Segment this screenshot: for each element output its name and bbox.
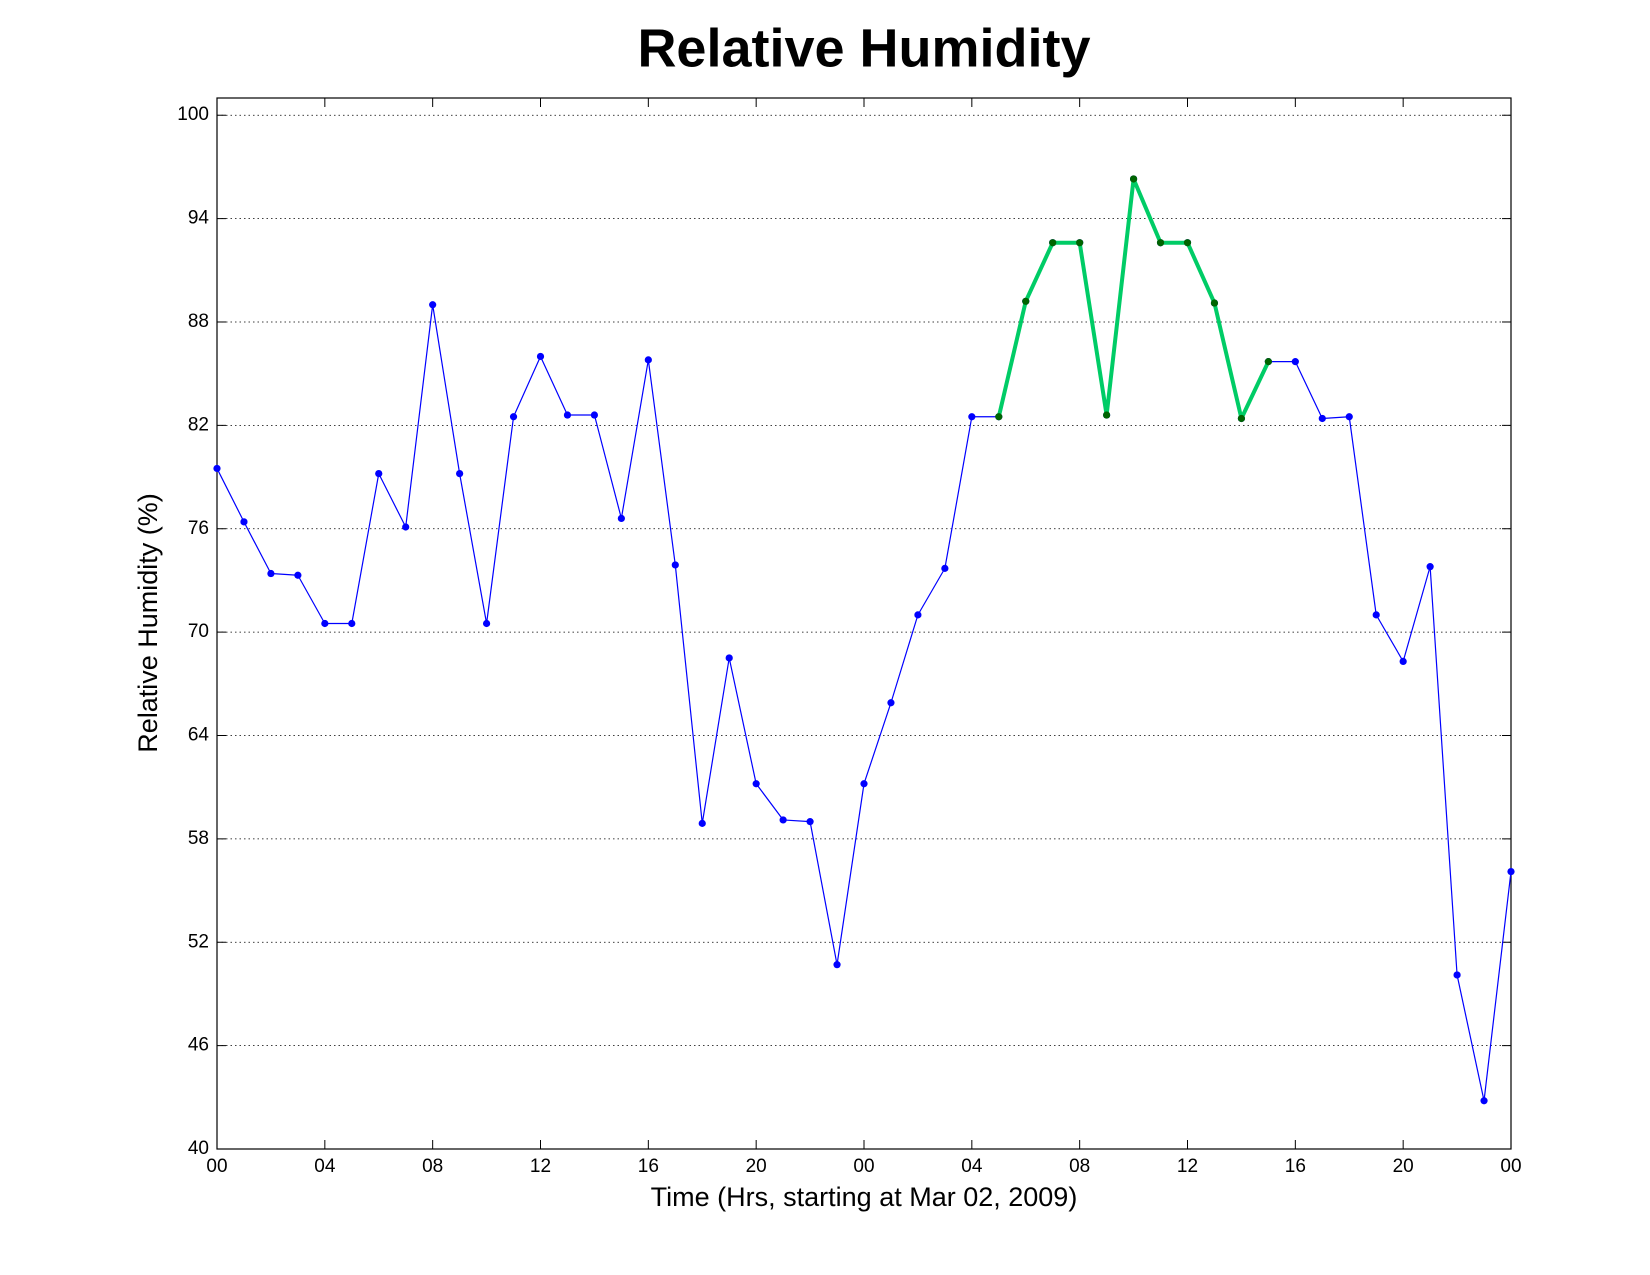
data-point: [213, 464, 221, 473]
data-point: [833, 961, 841, 969]
data-point: [1076, 239, 1084, 247]
data-point: [941, 564, 949, 572]
chart-title: Relative Humidity: [637, 18, 1090, 78]
data-point: [456, 470, 464, 478]
data-point: [1103, 411, 1111, 419]
x-tick-label: 00: [853, 1156, 874, 1177]
y-tick-label: 40: [188, 1138, 209, 1159]
data-point: [1183, 239, 1192, 247]
data-point: [617, 514, 625, 523]
y-tick-label: 100: [177, 104, 209, 125]
x-tick-label: 04: [314, 1156, 336, 1177]
data-point: [1345, 413, 1353, 421]
data-point: [482, 619, 491, 628]
x-tick-label: 00: [1500, 1156, 1521, 1177]
y-tick-label: 76: [188, 518, 209, 539]
data-point: [968, 413, 976, 421]
data-point: [429, 301, 437, 309]
y-tick-label: 52: [188, 931, 209, 952]
data-point: [1480, 1097, 1488, 1105]
data-point: [1318, 414, 1326, 423]
data-point: [752, 780, 760, 788]
data-point: [1210, 299, 1219, 307]
y-tick-label: 94: [188, 208, 210, 229]
data-point: [671, 561, 679, 569]
data-point: [1399, 657, 1407, 666]
x-tick-label: 12: [530, 1156, 551, 1177]
y-tick-label: 82: [188, 414, 209, 435]
plot-frame: [216, 97, 1512, 1150]
x-axis-label: Time (Hrs, starting at Mar 02, 2009): [651, 1182, 1078, 1212]
y-tick-label: 64: [188, 725, 210, 746]
data-point: [1264, 358, 1272, 366]
x-tick-label: 20: [746, 1156, 767, 1177]
data-point: [1453, 971, 1461, 979]
y-tick-label: 46: [188, 1035, 209, 1056]
x-tick-label: 20: [1393, 1156, 1414, 1177]
data-point: [1237, 414, 1246, 423]
x-tick-label: 16: [1285, 1156, 1306, 1177]
data-point: [536, 352, 545, 361]
data-point: [267, 569, 275, 578]
data-point: [995, 413, 1003, 421]
x-tick-label: 04: [961, 1156, 983, 1177]
data-point: [509, 413, 518, 421]
data-point: [402, 523, 410, 531]
data-point: [563, 411, 572, 419]
data-point: [321, 619, 329, 628]
data-point: [1372, 611, 1380, 619]
data-point: [698, 819, 706, 827]
y-axis-label: Relative Humidity (%): [133, 493, 163, 753]
y-tick-label: 88: [188, 311, 209, 332]
data-point: [1507, 868, 1515, 876]
data-point: [348, 619, 356, 628]
data-point: [860, 780, 868, 788]
data-point: [644, 356, 652, 364]
x-tick-label: 12: [1177, 1156, 1198, 1177]
data-point: [725, 654, 733, 662]
data-point: [240, 518, 248, 526]
data-point: [1022, 297, 1030, 305]
data-point: [590, 411, 599, 419]
data-point: [1291, 358, 1299, 366]
x-tick-label: 08: [1069, 1156, 1090, 1177]
data-point: [914, 611, 922, 619]
x-tick-label: 16: [638, 1156, 659, 1177]
y-tick-label: 58: [188, 828, 209, 849]
y-tick-label: 70: [188, 621, 209, 642]
x-tick-label: 08: [422, 1156, 443, 1177]
data-point: [1156, 239, 1165, 247]
data-point: [806, 818, 814, 826]
data-point: [375, 470, 383, 478]
data-point: [779, 816, 787, 824]
data-point: [1049, 239, 1057, 247]
data-point: [294, 571, 302, 579]
x-tick-label: 00: [206, 1156, 227, 1177]
data-point: [887, 699, 895, 707]
data-point: [1129, 175, 1138, 183]
data-point: [1426, 563, 1434, 571]
